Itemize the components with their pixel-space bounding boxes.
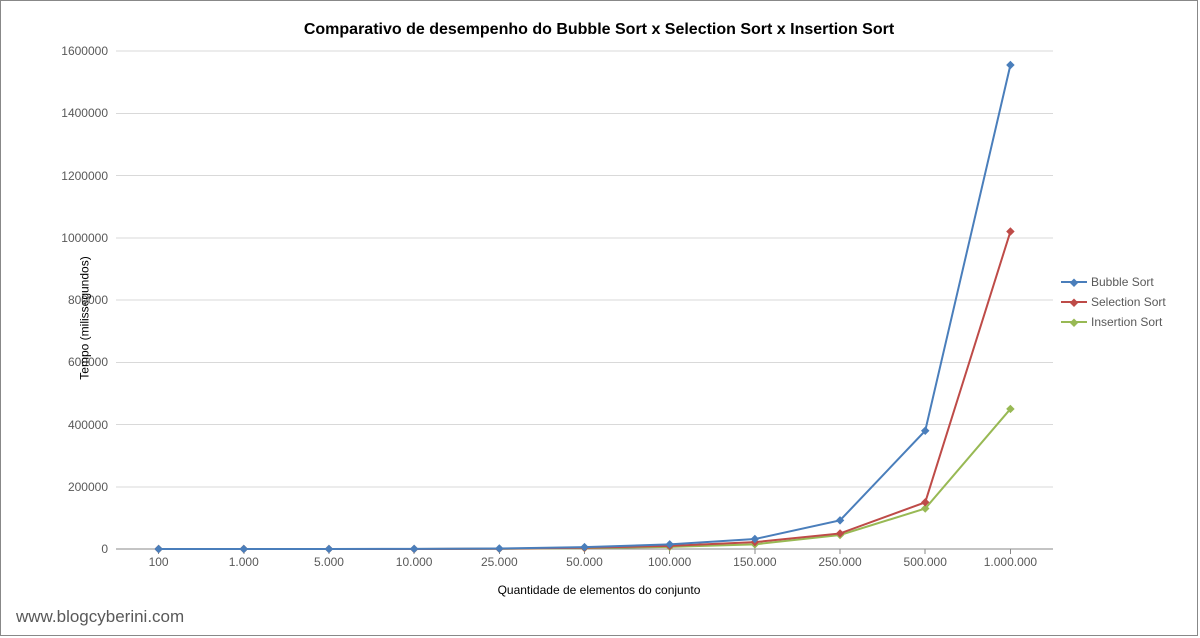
legend: Bubble Sort Selection Sort Insertion Sort (1061, 269, 1166, 335)
legend-swatch (1061, 281, 1087, 283)
plot-area: 0200000400000600000800000100000012000001… (116, 51, 1053, 549)
legend-label: Bubble Sort (1091, 275, 1154, 289)
y-tick-label: 1200000 (61, 169, 116, 183)
y-tick-label: 200000 (68, 480, 116, 494)
series-line (159, 65, 1011, 549)
legend-swatch (1061, 321, 1087, 323)
x-tick-label: 100.000 (648, 549, 691, 569)
x-tick-label: 10.000 (396, 549, 433, 569)
y-tick-label: 0 (101, 542, 116, 556)
x-tick-label: 1.000.000 (984, 549, 1037, 569)
plot-svg (116, 51, 1053, 549)
legend-item: Selection Sort (1061, 295, 1166, 309)
y-tick-label: 800000 (68, 293, 116, 307)
y-tick-label: 600000 (68, 355, 116, 369)
x-tick-label: 250.000 (818, 549, 861, 569)
data-point-marker (836, 529, 844, 537)
series-line (159, 409, 1011, 549)
legend-label: Insertion Sort (1091, 315, 1162, 329)
watermark-text: www.blogcyberini.com (16, 607, 184, 627)
x-tick-label: 100 (149, 549, 169, 569)
legend-item: Bubble Sort (1061, 275, 1166, 289)
x-tick-label: 500.000 (904, 549, 947, 569)
chart-title: Comparativo de desempenho do Bubble Sort… (1, 21, 1197, 39)
legend-item: Insertion Sort (1061, 315, 1166, 329)
series-line (159, 232, 1011, 549)
legend-swatch (1061, 301, 1087, 303)
y-tick-label: 1400000 (61, 106, 116, 120)
x-tick-label: 25.000 (481, 549, 518, 569)
data-point-marker (1006, 61, 1014, 69)
x-tick-label: 150.000 (733, 549, 776, 569)
x-tick-label: 1.000 (229, 549, 259, 569)
y-tick-label: 1000000 (61, 231, 116, 245)
x-tick-label: 50.000 (566, 549, 603, 569)
x-axis-label: Quantidade de elementos do conjunto (1, 583, 1197, 597)
y-tick-label: 400000 (68, 418, 116, 432)
chart-frame: Comparativo de desempenho do Bubble Sort… (0, 0, 1198, 636)
legend-label: Selection Sort (1091, 295, 1166, 309)
x-tick-label: 5.000 (314, 549, 344, 569)
data-point-marker (1006, 227, 1014, 235)
y-axis-label: Tempo (milissegundos) (78, 256, 92, 379)
y-tick-label: 1600000 (61, 44, 116, 58)
